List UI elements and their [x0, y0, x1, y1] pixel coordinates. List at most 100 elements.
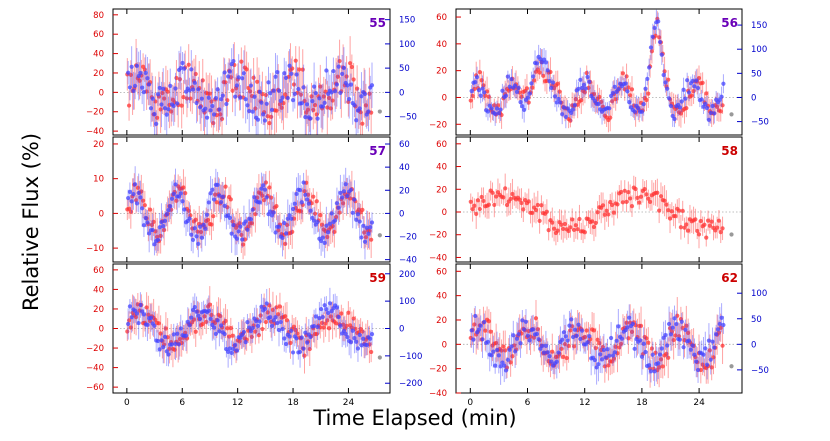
data-point [289, 328, 294, 333]
x-tick-label: 6 [525, 398, 531, 408]
data-point [679, 99, 684, 104]
data-point [287, 63, 292, 68]
data-point [183, 333, 189, 338]
data-point [694, 78, 699, 83]
data-point [603, 355, 608, 360]
data-point [350, 210, 355, 215]
data-point [302, 353, 307, 358]
panel-frame [112, 136, 391, 263]
left-tick-label: −60 [86, 383, 104, 393]
data-point [369, 220, 375, 225]
data-point [650, 34, 655, 39]
data-point [264, 101, 269, 106]
data-point [203, 106, 208, 111]
data-point [263, 180, 269, 185]
data-point [138, 195, 143, 200]
data-point [288, 340, 293, 346]
data-point [705, 362, 710, 367]
data-point [483, 328, 488, 333]
data-point [571, 344, 577, 349]
data-point [486, 319, 491, 324]
data-point [315, 116, 320, 121]
data-point [317, 96, 322, 101]
data-point [243, 97, 248, 102]
data-point [126, 321, 131, 327]
data-point [498, 364, 503, 369]
data-point [629, 204, 635, 209]
data-point [220, 93, 225, 98]
data-point [500, 88, 505, 93]
data-point [226, 74, 231, 79]
data-point [665, 343, 670, 348]
data-point [274, 305, 279, 310]
x-tick-label: 6 [179, 398, 185, 408]
data-point [225, 326, 230, 331]
data-point [537, 70, 542, 75]
data-point [584, 328, 589, 333]
data-point [274, 108, 279, 113]
data-point [284, 318, 290, 323]
data-point [357, 106, 362, 111]
data-point [523, 319, 529, 324]
left-tick-label: −40 [86, 127, 104, 137]
x-tick-label: 18 [287, 398, 299, 408]
data-point [219, 199, 224, 205]
data-point [126, 103, 132, 108]
data-point [656, 361, 661, 366]
data-point [192, 226, 197, 231]
data-point [692, 352, 697, 357]
data-point [233, 94, 238, 99]
data-point [591, 224, 597, 230]
data-point [301, 180, 306, 185]
data-point [645, 76, 650, 81]
data-point [718, 230, 723, 235]
data-point [686, 338, 692, 343]
data-point [126, 206, 132, 211]
data-point [657, 35, 662, 40]
data-point [247, 108, 252, 114]
data-point [569, 110, 574, 115]
data-point [172, 347, 177, 352]
data-point [255, 117, 261, 122]
data-point [255, 323, 261, 328]
right-tick-label: 100 [399, 297, 415, 307]
data-point [632, 109, 637, 114]
data-point [644, 336, 649, 341]
data-point [513, 83, 518, 88]
data-point [532, 335, 537, 340]
data-point [266, 80, 271, 85]
data-point [261, 183, 266, 188]
data-point [720, 103, 725, 108]
data-point [166, 107, 171, 112]
data-point [189, 315, 194, 320]
data-point [148, 315, 154, 321]
data-point [576, 322, 581, 327]
data-point [290, 206, 296, 212]
data-point [199, 235, 204, 240]
data-point [514, 336, 520, 341]
data-point [521, 207, 526, 212]
data-point [302, 189, 307, 194]
data-point [163, 326, 169, 331]
data-point [328, 314, 333, 319]
data-point [355, 212, 361, 217]
data-point [609, 335, 614, 341]
right-tick-label: 0 [399, 88, 404, 98]
data-point [338, 323, 343, 328]
left-tick-label: −40 [429, 253, 447, 263]
data-point [584, 70, 589, 76]
data-point [305, 107, 311, 112]
data-point [329, 211, 334, 216]
data-point [696, 232, 702, 237]
data-point [175, 331, 180, 336]
data-point [226, 349, 231, 354]
y-axis-label: Relative Flux (%) [19, 133, 43, 311]
data-point [632, 346, 637, 351]
data-point [482, 319, 487, 325]
data-point [366, 231, 371, 236]
data-point [606, 212, 611, 217]
data-point [341, 65, 347, 71]
data-point [694, 359, 699, 364]
data-point [259, 304, 264, 309]
data-point [125, 329, 130, 334]
